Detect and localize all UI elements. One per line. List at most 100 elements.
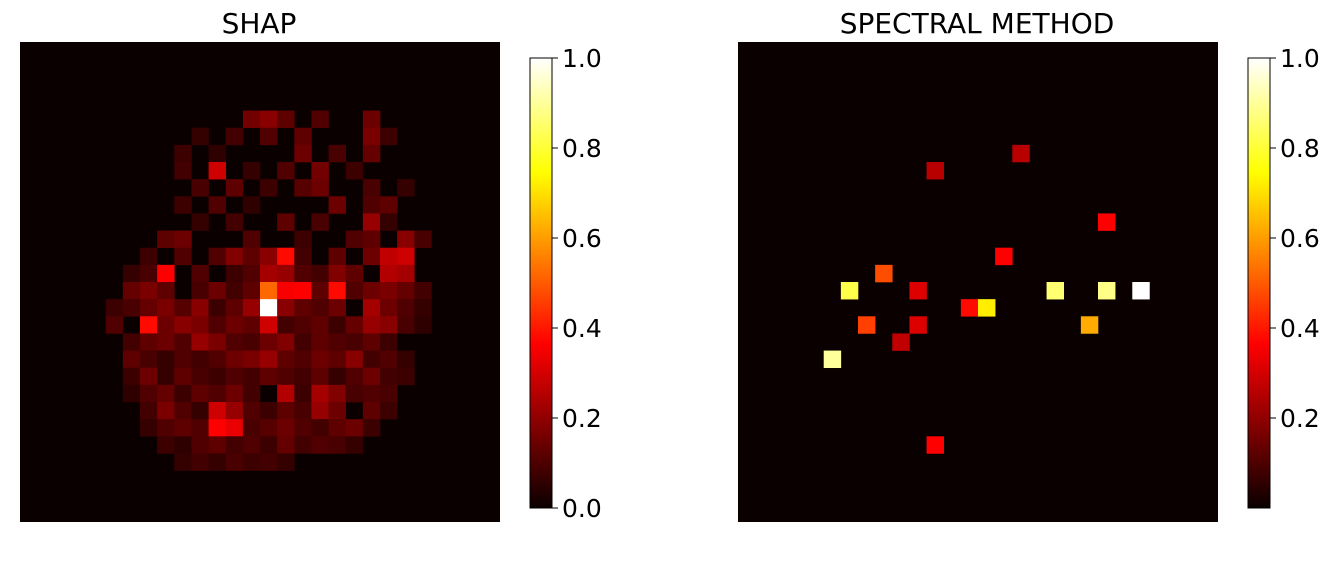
shap-heatmap-cell	[277, 350, 295, 369]
shap-heatmap-cell	[345, 162, 364, 180]
shap-heatmap-cell	[362, 196, 381, 214]
shap-heatmap-cell	[174, 384, 192, 403]
shap-heatmap-cells	[105, 110, 432, 471]
shap-heatmap-cell	[242, 247, 261, 266]
shap-heatmap-cell	[294, 179, 312, 197]
shap-heatmap-cell	[277, 419, 295, 437]
shap-heatmap-cell	[140, 247, 158, 266]
shap-heatmap-cell	[362, 419, 381, 437]
shap-heatmap-cell	[157, 316, 175, 334]
shap-heatmap-cell	[380, 213, 398, 231]
shap-heatmap-cell	[397, 350, 415, 369]
spectral-heatmap-cell	[1080, 316, 1099, 334]
shap-heatmap-cell	[380, 299, 398, 317]
shap-heatmap-cell	[242, 419, 261, 437]
shap-heatmap-cell	[174, 453, 192, 471]
shap-colorbar-tick-label: 0.8	[562, 134, 602, 163]
shap-heatmap-cell	[362, 144, 381, 163]
shap-heatmap-cell	[328, 384, 347, 403]
shap-heatmap-cell	[260, 110, 278, 129]
shap-heatmap-cell	[345, 282, 364, 300]
shap-heatmap-cell	[122, 367, 141, 386]
shap-heatmap-cell	[260, 316, 278, 334]
shap-heatmap-cell	[345, 316, 364, 334]
shap-heatmap-cell	[311, 110, 329, 129]
shap-heatmap-cell	[122, 350, 141, 369]
shap-heatmap-cell	[345, 350, 364, 369]
spectral-heatmap-cell	[1098, 282, 1116, 300]
shap-heatmap-cell	[157, 350, 175, 369]
shap-heatmap-cell	[225, 402, 244, 420]
shap-heatmap-cell	[345, 367, 364, 386]
shap-heatmap-cell	[140, 402, 158, 420]
shap-heatmap-cell	[208, 367, 227, 386]
shap-heatmap-cell	[225, 247, 244, 266]
shap-colorbar-tick-label: 0.4	[562, 314, 602, 343]
shap-heatmap-cell	[260, 350, 278, 369]
shap-heatmap-cell	[225, 384, 244, 403]
shap-heatmap-cell	[242, 299, 261, 317]
shap-heatmap-cell	[362, 179, 381, 197]
shap-heatmap-cell	[157, 419, 175, 437]
shap-heatmap-cell	[311, 213, 329, 231]
shap-heatmap-cell	[174, 144, 192, 163]
shap-heatmap-cell	[362, 402, 381, 420]
shap-heatmap-cell	[294, 402, 312, 420]
shap-heatmap-cell	[242, 282, 261, 300]
spectral-colorbar-tick-label: 0.4	[1280, 314, 1320, 343]
shap-heatmap-cell	[311, 162, 329, 180]
shap-heatmap-cell	[414, 299, 432, 317]
shap-heatmap-cell	[362, 247, 381, 266]
shap-heatmap-cell	[174, 350, 192, 369]
shap-heatmap-cell	[362, 299, 381, 317]
shap-heatmap-cell	[345, 333, 364, 351]
shap-heatmap-cell	[225, 436, 244, 454]
shap-heatmap-cell	[225, 127, 244, 146]
shap-heatmap-cell	[277, 282, 295, 300]
shap-heatmap-cell	[242, 110, 261, 129]
shap-heatmap-cell	[294, 436, 312, 454]
shap-heatmap-cell	[362, 333, 381, 351]
shap-heatmap-cell	[242, 384, 261, 403]
shap-heatmap-cell	[242, 367, 261, 386]
shap-heatmap-cell	[277, 110, 295, 129]
shap-heatmap-cell	[122, 264, 141, 283]
shap-heatmap-cell	[191, 419, 209, 437]
shap-heatmap-cell	[380, 247, 398, 266]
shap-heatmap-cell	[362, 282, 381, 300]
shap-heatmap-cell	[362, 110, 381, 129]
spectral-heatmap-cell	[1098, 213, 1116, 231]
shap-heatmap-cell	[294, 264, 312, 283]
shap-heatmap-cell	[174, 299, 192, 317]
shap-heatmap-cell	[260, 453, 278, 471]
spectral-heatmap-cell	[960, 299, 979, 317]
shap-heatmap-cell	[380, 333, 398, 351]
shap-heatmap-cell	[294, 299, 312, 317]
shap-heatmap-cell	[328, 299, 347, 317]
shap-heatmap-cell	[328, 247, 347, 266]
shap-colorbar-tick-label: 0.6	[562, 224, 602, 253]
shap-heatmap-cell	[380, 264, 398, 283]
shap-heatmap-cell	[380, 282, 398, 300]
shap-heatmap-cell	[225, 453, 244, 471]
shap-heatmap-cell	[397, 299, 415, 317]
shap-panel: SHAP 0.0 0.2 0.4 0.6 0.8 1.0	[20, 7, 602, 523]
shap-heatmap-cell	[174, 196, 192, 214]
shap-heatmap-cell	[260, 402, 278, 420]
shap-heatmap-cell	[277, 264, 295, 283]
shap-heatmap-cell	[225, 350, 244, 369]
shap-heatmap-cell	[225, 282, 244, 300]
shap-heatmap-cell	[260, 264, 278, 283]
shap-heatmap-cell	[397, 230, 415, 249]
shap-heatmap-cell	[191, 316, 209, 334]
shap-heatmap-cell	[260, 299, 278, 317]
shap-title: SHAP	[222, 7, 297, 40]
spectral-colorbar-tick-label: 0.2	[1280, 404, 1320, 433]
spectral-colorbar-tick-label: 0.6	[1280, 224, 1320, 253]
spectral-colorbar-tick-label: 1.0	[1280, 44, 1320, 73]
shap-heatmap-cell	[294, 384, 312, 403]
shap-heatmap-cell	[191, 282, 209, 300]
shap-heatmap-cell	[277, 316, 295, 334]
shap-heatmap-cell	[208, 384, 227, 403]
shap-heatmap-cell	[157, 282, 175, 300]
